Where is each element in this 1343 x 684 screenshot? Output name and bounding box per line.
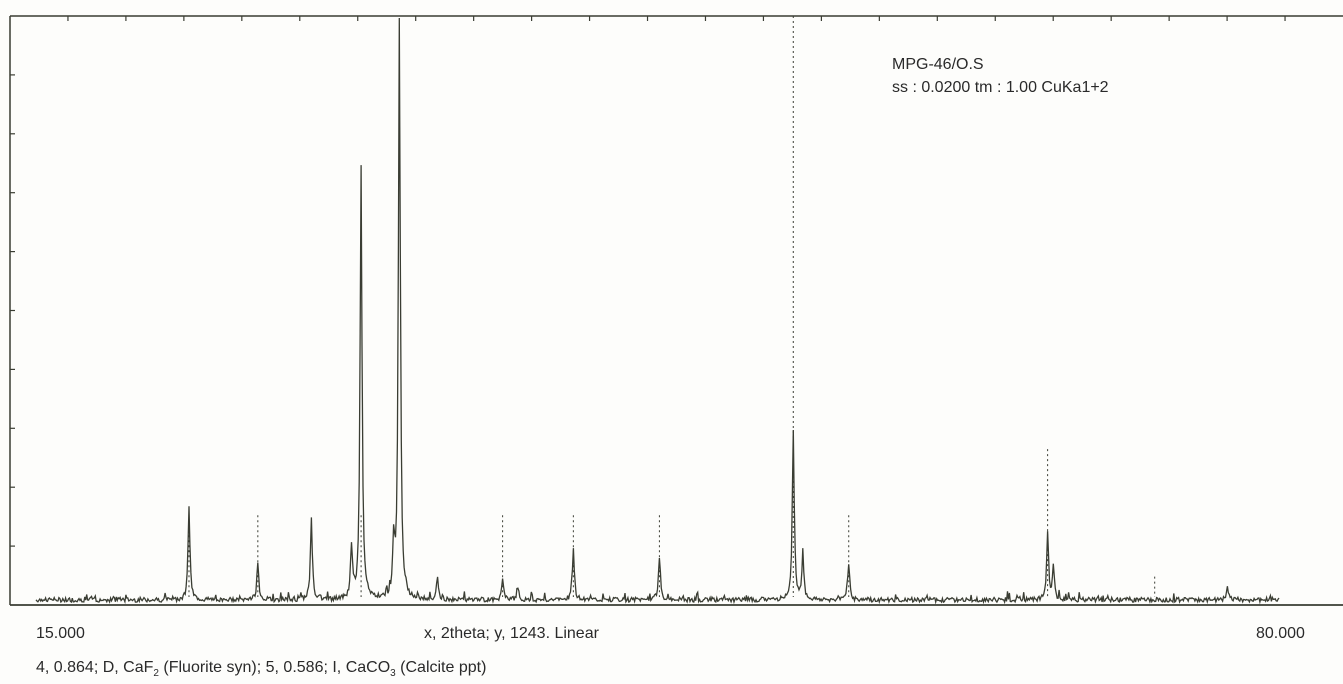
phase-markers	[188, 16, 1156, 597]
plot-frame	[9, 15, 1343, 606]
xrd-plot	[9, 15, 1343, 606]
x-axis-min-label: 15.000	[36, 625, 85, 642]
phase-legend: 4, 0.864; D, CaF2 (Fluorite syn); 5, 0.5…	[36, 659, 487, 680]
x-axis-label: x, 2theta; y, 1243. Linear	[424, 625, 599, 642]
scan-parameters: ss : 0.0200 tm : 1.00 CuKa1+2	[892, 79, 1109, 96]
x-axis-max-label: 80.000	[1256, 625, 1305, 642]
sample-annotation: MPG-46/O.S	[892, 56, 984, 73]
diffraction-trace	[35, 17, 1280, 605]
